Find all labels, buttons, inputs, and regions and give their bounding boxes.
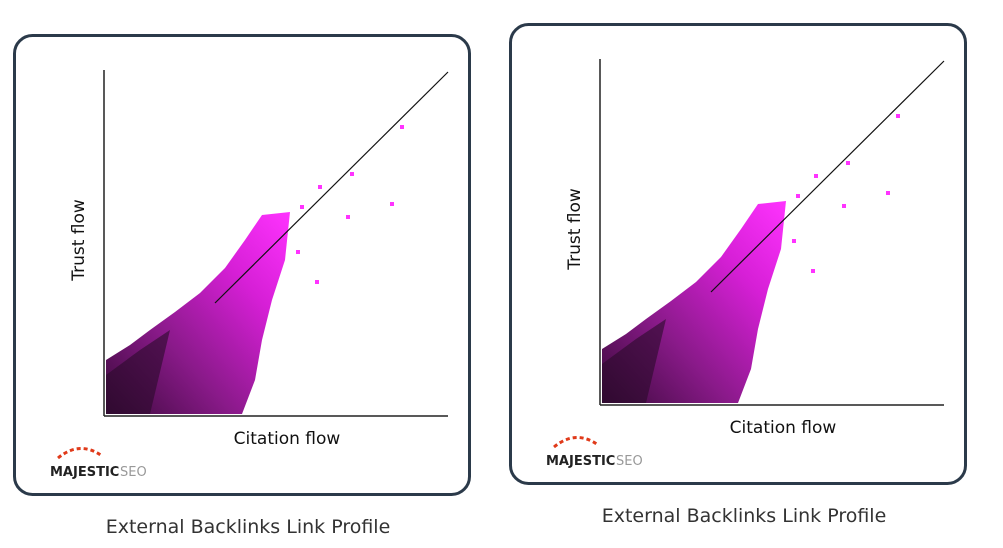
logo-brand: MAJESTIC xyxy=(546,454,615,469)
outlier-dot xyxy=(315,280,319,284)
y-axis-label: Trust flow xyxy=(69,199,89,282)
outlier-dot xyxy=(846,161,850,165)
y-axis-label: Trust flow xyxy=(565,188,585,271)
logo-brand: MAJESTIC xyxy=(50,465,119,480)
outlier-dot xyxy=(400,125,404,129)
outlier-dot xyxy=(346,215,350,219)
caption: External Backlinks Link Profile xyxy=(602,505,887,527)
logo-arc xyxy=(553,436,599,449)
caption: External Backlinks Link Profile xyxy=(106,516,391,538)
outlier-dot xyxy=(300,205,304,209)
outlier-dot xyxy=(296,250,300,254)
density-core xyxy=(106,330,170,414)
outlier-dot xyxy=(350,172,354,176)
outlier-dot xyxy=(318,185,322,189)
density-core xyxy=(602,319,666,403)
outlier-dot xyxy=(390,202,394,206)
outlier-dot xyxy=(796,194,800,198)
x-axis-label: Citation flow xyxy=(234,429,341,449)
outlier-dot xyxy=(842,204,846,208)
diagonal xyxy=(214,71,449,304)
outlier-dot xyxy=(811,269,815,273)
chart-panel: Trust flow Citation flow MAJESTIC SEO Extern… xyxy=(509,23,967,527)
logo-arc xyxy=(57,447,103,460)
logo-suffix: SEO xyxy=(616,454,643,469)
x-axis-label: Citation flow xyxy=(730,418,837,438)
outlier-dot xyxy=(896,114,900,118)
outlier-dot xyxy=(792,239,796,243)
logo-suffix: SEO xyxy=(120,465,147,480)
outlier-dot xyxy=(814,174,818,178)
outlier-dot xyxy=(886,191,890,195)
diagonal xyxy=(710,60,945,293)
chart-panel: Trust flow Citation flow MAJESTIC SEO Extern… xyxy=(13,34,471,538)
